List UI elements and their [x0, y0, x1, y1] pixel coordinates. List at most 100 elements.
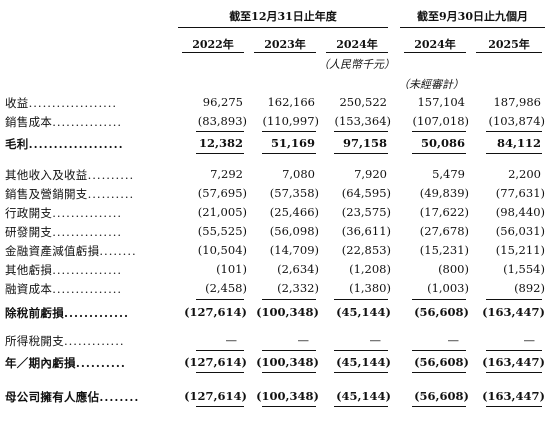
table-row: 其他收入及收益.......... 7,292 7,080 7,920 5,47…: [0, 167, 550, 183]
cell-9m-2024: (56,608): [414, 305, 469, 319]
cell-2023: (14,709): [269, 243, 319, 257]
cell-2024: (36,611): [341, 224, 391, 238]
row-label: 其他收入及收益: [5, 168, 88, 182]
cell-2022: (83,893): [197, 114, 247, 128]
table-row: 行政開支............... (21,005) (25,466) (2…: [0, 205, 550, 221]
table-row: 研發開支............... (55,525) (56,098) (3…: [0, 224, 550, 240]
cell-9m-2025: (98,440): [495, 205, 545, 219]
cell-9m-2024: (800): [438, 262, 469, 276]
subtotal-rule: [196, 350, 244, 351]
table-row: 銷售成本............... (83,893) (110,997) (…: [0, 114, 550, 130]
cell-2023: (2,634): [277, 262, 319, 276]
cell-2024: (22,853): [341, 243, 391, 257]
cell-2022: (55,525): [197, 224, 247, 238]
cell-2022: (10,504): [197, 243, 247, 257]
cell-2022: (101): [216, 262, 247, 276]
cell-2023: 162,166: [267, 95, 315, 109]
total-rule: [412, 406, 466, 407]
cell-9m-2024: (49,839): [419, 186, 469, 200]
cell-2023: (57,358): [269, 186, 319, 200]
cell-2024: (153,364): [334, 114, 391, 128]
row-dots: ..........: [87, 187, 135, 201]
cell-2024: 97,158: [342, 136, 387, 150]
row-label: 毛利: [5, 137, 29, 151]
cell-2022: (2,458): [205, 281, 247, 295]
row-label: 母公司擁有人應佔: [5, 390, 100, 404]
total-rule: [334, 153, 388, 154]
row-label: 行政開支: [5, 206, 53, 220]
cell-9m-2024: (1,003): [427, 281, 469, 295]
total-rule: [262, 406, 316, 407]
cell-9m-2024: (107,018): [412, 114, 469, 128]
year-header-5-rule: [476, 52, 542, 53]
cell-2024: 7,920: [354, 167, 387, 181]
subtotal-rule: [334, 299, 388, 300]
cell-2024: (45,144): [336, 389, 391, 403]
year-header-1-rule: [182, 52, 244, 53]
cell-9m-2025: (56,031): [495, 224, 545, 238]
cell-9m-2025: 187,986: [493, 95, 541, 109]
cell-9m-2025: (103,874): [488, 114, 545, 128]
row-label: 年／期內虧損: [5, 356, 76, 370]
year-header-4: 2024年: [414, 38, 456, 51]
header-year-ended: 截至12月31日止年度: [229, 10, 337, 23]
table-row: 收益................... 96,275 162,166 250…: [0, 95, 550, 111]
row-label: 銷售成本: [5, 115, 53, 129]
year-header-2: 2023年: [264, 38, 306, 51]
cell-2023: (100,348): [256, 355, 319, 369]
year-header-4-rule: [404, 52, 466, 53]
cell-9m-2024: (17,622): [419, 205, 469, 219]
total-rule: [262, 153, 316, 154]
cell-9m-2024: —: [447, 333, 460, 347]
cell-2022: 12,382: [198, 136, 243, 150]
unaudited-note: （未經審計）: [398, 78, 464, 91]
cell-9m-2024: 157,104: [417, 95, 465, 109]
row-label: 研發開支: [5, 225, 53, 239]
subtotal-rule: [196, 299, 244, 300]
row-dots: ...............: [52, 263, 123, 277]
header-nine-months: 截至9月30日止九個月: [417, 10, 528, 23]
header-year-ended-rule: [178, 27, 388, 28]
year-header-3: 2024年: [336, 38, 378, 51]
row-dots: ...............: [52, 206, 123, 220]
row-dots: .............: [64, 334, 125, 348]
row-label: 所得稅開支: [5, 334, 64, 348]
cell-9m-2025: (77,631): [495, 186, 545, 200]
year-header-2-rule: [254, 52, 316, 53]
subtotal-rule: [196, 131, 244, 132]
total-rule: [196, 372, 244, 373]
cell-2024: 250,522: [339, 95, 387, 109]
row-label: 金融資產減值虧損: [5, 244, 100, 258]
subtotal-rule: [262, 299, 316, 300]
cell-2024: (23,575): [341, 205, 391, 219]
cell-9m-2025: 2,200: [508, 167, 541, 181]
cell-2024: (1,208): [349, 262, 391, 276]
subtotal-rule: [486, 299, 542, 300]
cell-2024: (1,380): [349, 281, 391, 295]
cell-9m-2025: (163,447): [482, 305, 545, 319]
cell-2022: (127,614): [184, 389, 247, 403]
total-rule: [412, 372, 466, 373]
cell-2023: (110,997): [262, 114, 319, 128]
cell-2023: (100,348): [256, 305, 319, 319]
cell-2022: 96,275: [202, 95, 243, 109]
table-row: 銷售及營銷開支.......... (57,695) (57,358) (64,…: [0, 186, 550, 202]
cell-2024: —: [369, 333, 382, 347]
row-dots: ..........: [75, 356, 126, 370]
cell-9m-2024: (56,608): [414, 389, 469, 403]
total-rule: [262, 372, 316, 373]
cell-9m-2024: (56,608): [414, 355, 469, 369]
cell-2022: (21,005): [197, 205, 247, 219]
total-rule: [334, 372, 388, 373]
total-rule: [412, 153, 466, 154]
row-dots: ........: [99, 390, 140, 404]
cell-2022: (127,614): [184, 305, 247, 319]
cell-2023: 51,169: [270, 136, 315, 150]
subtotal-rule: [412, 131, 466, 132]
row-label: 融資成本: [5, 282, 53, 296]
total-rule: [196, 153, 244, 154]
total-rule: [486, 406, 542, 407]
cell-9m-2025: (163,447): [482, 389, 545, 403]
table-row: 融資成本............... (2,458) (2,332) (1,3…: [0, 281, 550, 297]
